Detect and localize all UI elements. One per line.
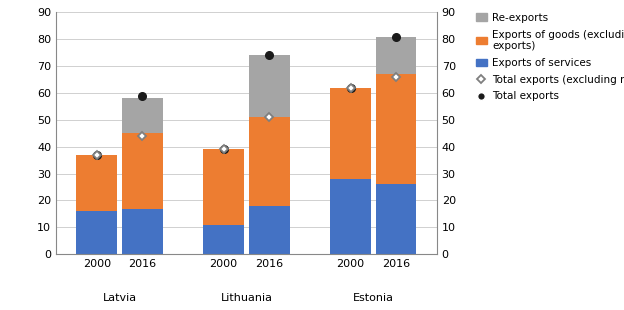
- Text: Estonia: Estonia: [353, 293, 394, 303]
- Bar: [249, 206, 290, 254]
- Bar: [330, 88, 371, 179]
- Bar: [122, 209, 163, 254]
- Bar: [376, 184, 416, 254]
- Bar: [122, 133, 163, 209]
- Text: Lithuania: Lithuania: [220, 293, 273, 303]
- Bar: [77, 155, 117, 211]
- Bar: [330, 179, 371, 254]
- Bar: [249, 55, 290, 117]
- Bar: [77, 211, 117, 254]
- Bar: [203, 225, 244, 254]
- Bar: [376, 37, 416, 74]
- Bar: [376, 74, 416, 184]
- Legend: Re-exports, Exports of goods (excluding re-
exports), Exports of services, Total: Re-exports, Exports of goods (excluding …: [476, 13, 624, 101]
- Bar: [249, 117, 290, 206]
- Bar: [203, 149, 244, 225]
- Text: Latvia: Latvia: [102, 293, 137, 303]
- Bar: [122, 98, 163, 133]
